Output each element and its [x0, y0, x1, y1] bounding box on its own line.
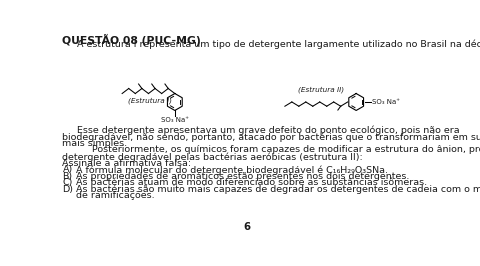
- Text: (Estrutura I): (Estrutura I): [128, 97, 172, 104]
- Text: As bactérias são muito mais capazes de degradar os detergentes de cadeia com o m: As bactérias são muito mais capazes de d…: [75, 185, 480, 194]
- Text: D): D): [62, 185, 73, 194]
- Text: (Estrutura II): (Estrutura II): [298, 86, 344, 93]
- Text: de ramificações.: de ramificações.: [75, 191, 154, 200]
- Text: As bactérias atuam de modo diferenciado sobre as substâncias isômeras.: As bactérias atuam de modo diferenciado …: [75, 178, 426, 187]
- Text: A): A): [62, 165, 72, 174]
- Text: A estrutura I representa um tipo de detergente largamente utilizado no Brasil na: A estrutura I representa um tipo de dete…: [62, 40, 480, 49]
- Text: Posteriormente, os químicos foram capazes de modificar a estrutura do ânion, pro: Posteriormente, os químicos foram capaze…: [62, 146, 480, 155]
- Text: SO₃ Na⁺: SO₃ Na⁺: [371, 99, 399, 105]
- Text: mais simples.: mais simples.: [62, 139, 127, 148]
- Text: B): B): [62, 172, 72, 181]
- Text: 6: 6: [243, 222, 250, 232]
- Text: C): C): [62, 178, 72, 187]
- Text: A fórmula molecular do detergente biodegradável é C₁₆H₂₉O₃SNa.: A fórmula molecular do detergente biodeg…: [75, 165, 387, 175]
- Text: biodegradável, não sendo, portanto, atacado por bactérias que o transformariam e: biodegradável, não sendo, portanto, atac…: [62, 132, 480, 142]
- Text: detergente degradável pelas bactérias aeróbicas (estrutura II):: detergente degradável pelas bactérias ae…: [62, 152, 362, 161]
- Text: Esse detergente apresentava um grave defeito do ponto ecológico, pois não era: Esse detergente apresentava um grave def…: [62, 126, 459, 135]
- Text: SO₃ Na⁺: SO₃ Na⁺: [160, 117, 189, 123]
- Text: As propriedades de aromáticos estão presentes nos dois detergentes.: As propriedades de aromáticos estão pres…: [75, 172, 408, 181]
- Text: QUESTÃO 08 (PUC-MG): QUESTÃO 08 (PUC-MG): [62, 34, 201, 46]
- Text: Assinale a afirmativa falsa:: Assinale a afirmativa falsa:: [62, 159, 191, 168]
